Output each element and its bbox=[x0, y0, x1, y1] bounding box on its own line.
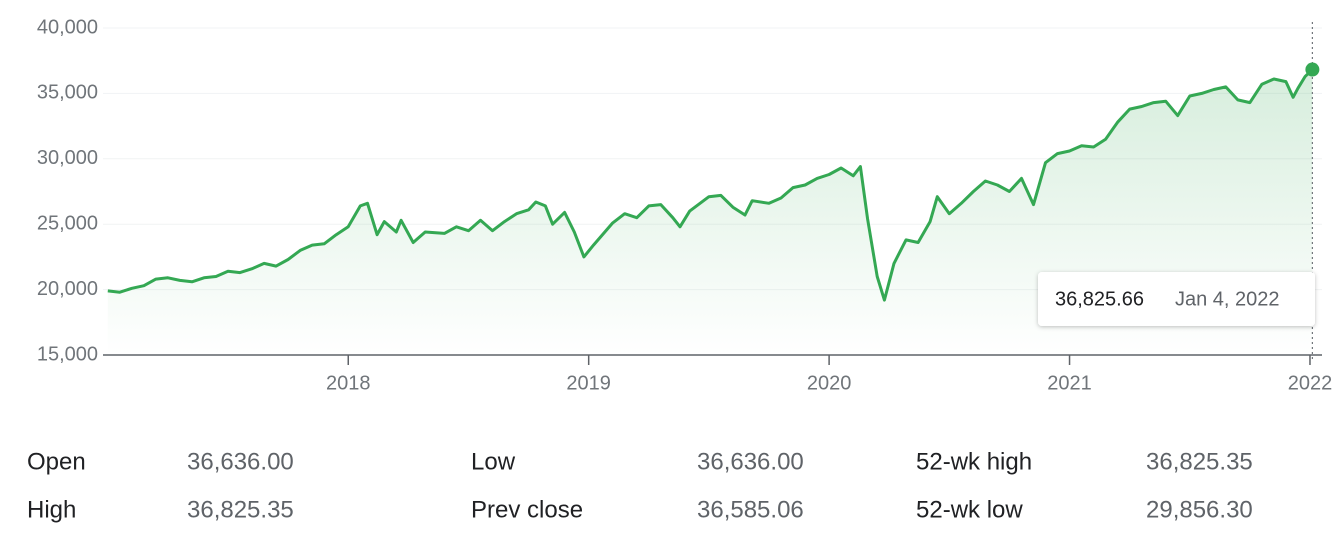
stat-label: 52-wk high bbox=[916, 448, 1032, 475]
x-tick-label: 2022 bbox=[1288, 372, 1333, 394]
stat-value: 36,825.35 bbox=[187, 496, 294, 523]
area bbox=[107, 69, 1313, 355]
current-point bbox=[1305, 62, 1320, 77]
stat-label: Low bbox=[471, 448, 516, 475]
y-tick-label: 20,000 bbox=[37, 278, 98, 300]
y-tick-label: 40,000 bbox=[37, 16, 98, 38]
stat-label: 52-wk low bbox=[916, 496, 1023, 523]
stat-label: High bbox=[27, 496, 76, 523]
stat-value: 36,636.00 bbox=[697, 448, 804, 475]
tooltip-date: Jan 4, 2022 bbox=[1175, 288, 1280, 310]
x-tick-label: 2020 bbox=[807, 372, 852, 394]
y-tick-label: 30,000 bbox=[37, 147, 98, 169]
stat-label: Prev close bbox=[471, 496, 583, 523]
tooltip-value: 36,825.66 bbox=[1055, 288, 1144, 310]
stat-value: 36,585.06 bbox=[697, 496, 804, 523]
y-tick-label: 15,000 bbox=[37, 343, 98, 365]
stat-value: 36,636.00 bbox=[187, 448, 294, 475]
y-tick-label: 35,000 bbox=[37, 82, 98, 104]
y-tick-label: 25,000 bbox=[37, 212, 98, 234]
stat-value: 29,856.30 bbox=[1146, 496, 1253, 523]
stat-value: 36,825.35 bbox=[1146, 448, 1253, 475]
x-tick-label: 2018 bbox=[326, 372, 371, 394]
tooltip bbox=[1038, 272, 1315, 326]
x-tick-label: 2021 bbox=[1047, 372, 1092, 394]
stat-label: Open bbox=[27, 448, 86, 475]
line bbox=[107, 68, 1314, 302]
x-tick-label: 2019 bbox=[566, 372, 611, 394]
